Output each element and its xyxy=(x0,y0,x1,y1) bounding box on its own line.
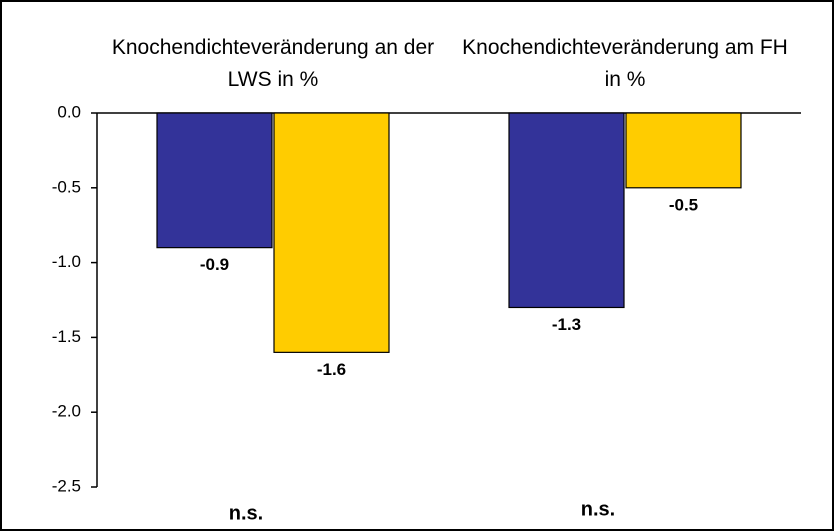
bar xyxy=(156,112,273,249)
category-label: Knochendichteveränderung am FH in % xyxy=(462,36,788,91)
value-label: -1.6 xyxy=(317,360,346,379)
bar xyxy=(273,112,390,353)
value-label: -0.5 xyxy=(669,195,698,214)
y-tick-label: -2.0 xyxy=(52,402,81,421)
y-tick-label: 0.0 xyxy=(57,102,81,121)
y-tick-label: -1.0 xyxy=(52,252,81,271)
y-tick-label: -0.5 xyxy=(52,177,81,196)
value-label: -0.9 xyxy=(200,255,229,274)
annotation: n.s. xyxy=(581,498,615,520)
value-label: -1.3 xyxy=(552,315,581,334)
bar xyxy=(625,112,742,189)
y-tick-label: -2.5 xyxy=(52,476,81,495)
category-label: Knochendichteveränderung an der LWS in % xyxy=(111,36,435,91)
annotation: n.s. xyxy=(229,502,263,524)
bar xyxy=(508,112,625,309)
y-tick-label: -1.5 xyxy=(52,327,81,346)
